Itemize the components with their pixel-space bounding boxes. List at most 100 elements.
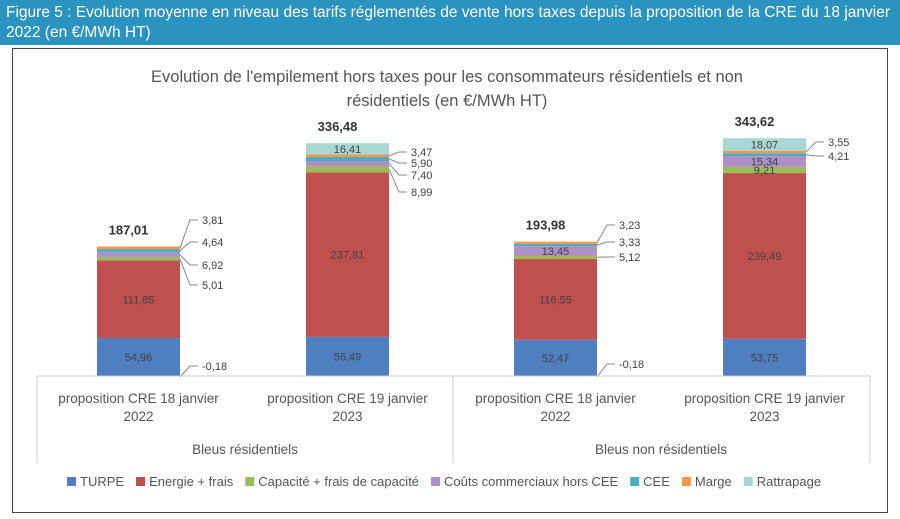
chart-frame (12, 48, 888, 513)
leader-line (596, 363, 615, 378)
total-label: 343,62 (735, 114, 775, 129)
bar-segment-marge (723, 150, 806, 154)
data-label: 52,47 (542, 353, 570, 365)
bar-segment-cee (306, 156, 389, 162)
data-label: 9,21 (754, 165, 775, 177)
bar-segment-energie-frais (514, 259, 597, 340)
bar-segment-marge (306, 154, 389, 157)
legend-swatch (681, 477, 691, 486)
legend-item: Marge (695, 474, 732, 489)
legend-item: Capacité + frais de capacité (258, 474, 419, 489)
data-label: 7,40 (411, 170, 432, 182)
bar-segment-rattrapage (306, 143, 389, 155)
leader-line (596, 241, 615, 246)
category-label: 2023 (749, 409, 779, 424)
data-label: 237,81 (331, 250, 365, 262)
category-label: proposition CRE 19 janvier (684, 391, 845, 406)
bar-segment-capacit-frais-de-capacit- (97, 257, 180, 261)
category-label: proposition CRE 19 janvier (267, 391, 428, 406)
bar-segment-marge (514, 241, 597, 244)
legend-swatch (136, 477, 146, 486)
data-label: 3,81 (202, 215, 223, 227)
data-label: 5,01 (202, 280, 223, 292)
data-label: 18,07 (751, 139, 779, 151)
data-label: 116,55 (539, 294, 572, 306)
data-label: 15,34 (751, 156, 779, 168)
figure-caption: Figure 5 : Evolution moyenne en niveau d… (0, 0, 900, 45)
leader-line (388, 158, 407, 164)
chart-title: Evolution de l'empilement hors taxes pou… (151, 68, 743, 86)
legend-swatch (743, 477, 753, 486)
legend-item: Rattrapage (757, 474, 821, 489)
leader-line (179, 365, 198, 378)
leader-line (179, 258, 198, 286)
bar-segment-turpe (306, 336, 389, 376)
category-label: 2023 (332, 409, 362, 424)
legend-item: CEE (643, 474, 670, 489)
bar-segment-capacit-frais-de-capacit- (723, 166, 806, 174)
group-label: Bleus non résidentiels (595, 442, 727, 457)
bar-segment-co-ts-commerciaux-hors-cee (97, 252, 180, 258)
data-label: 54,96 (125, 352, 153, 364)
legend-item: TURPE (80, 474, 124, 489)
leader-line (179, 254, 198, 266)
data-label: 3,55 (828, 137, 849, 149)
total-label: 193,98 (526, 218, 566, 233)
total-label: 187,01 (109, 222, 149, 237)
bar-segment-turpe (97, 337, 180, 376)
legend-swatch (245, 477, 255, 486)
bar-segment-energie-frais (306, 172, 389, 337)
bar-segment-co-ts-commerciaux-hors-cee (514, 246, 597, 256)
category-label: proposition CRE 18 janvier (58, 391, 219, 406)
leader-line (179, 241, 198, 252)
bar-segment-energie-frais (97, 260, 180, 338)
group-label: Bleus résidentiels (192, 442, 298, 457)
data-label: 56,49 (334, 351, 362, 363)
total-label: 336,48 (318, 119, 358, 134)
legend-swatch (67, 477, 76, 486)
data-label: 3,23 (619, 220, 640, 232)
bar-segment-co-ts-commerciaux-hors-cee (306, 161, 389, 167)
leader-line (388, 163, 407, 176)
category-label: 2022 (540, 409, 570, 424)
data-label: 4,21 (828, 151, 849, 163)
leader-line (388, 151, 407, 157)
data-label: 4,64 (202, 237, 223, 249)
data-label: 13,45 (542, 246, 570, 258)
data-label: 53,75 (751, 352, 779, 364)
leader-line (805, 154, 824, 157)
bar-segment-cee (514, 243, 597, 247)
bar-segment-capacit-frais-de-capacit- (306, 166, 389, 173)
bar-segment-rattrapage (723, 138, 806, 151)
data-label: 239,49 (748, 251, 782, 263)
data-label: 5,12 (619, 252, 640, 264)
bar-segment-turpe (514, 339, 597, 376)
data-label: 3,47 (411, 147, 432, 159)
bar-segment-cee (97, 249, 180, 253)
bar-segment-energie-frais (723, 173, 806, 339)
legend-item: Energie + frais (149, 474, 234, 489)
data-label: 6,92 (202, 260, 223, 272)
category-label: 2022 (123, 409, 153, 424)
data-label: 111,85 (122, 294, 154, 306)
leader-line (179, 219, 198, 248)
leader-line (388, 169, 407, 193)
legend-swatch (630, 477, 640, 486)
legend-swatch (431, 477, 441, 486)
bar-segment-capacit-frais-de-capacit- (514, 255, 597, 260)
data-label: 8,99 (411, 187, 432, 199)
chart-title: résidentiels (en €/MWh HT) (347, 92, 548, 110)
bar-segment-turpe (723, 338, 806, 376)
leader-line (805, 141, 824, 153)
leader-line (596, 224, 615, 244)
bar-segment-cee (723, 153, 806, 157)
data-label: 3,33 (619, 237, 640, 249)
bar-segment-marge (97, 246, 180, 250)
bar-segment-co-ts-commerciaux-hors-cee (723, 156, 806, 167)
category-label: proposition CRE 18 janvier (475, 391, 636, 406)
data-label: -0,18 (202, 361, 227, 373)
data-label: -0,18 (619, 359, 644, 371)
legend-item: Coûts commerciaux hors CEE (444, 474, 618, 489)
data-label: 16,41 (334, 144, 362, 156)
